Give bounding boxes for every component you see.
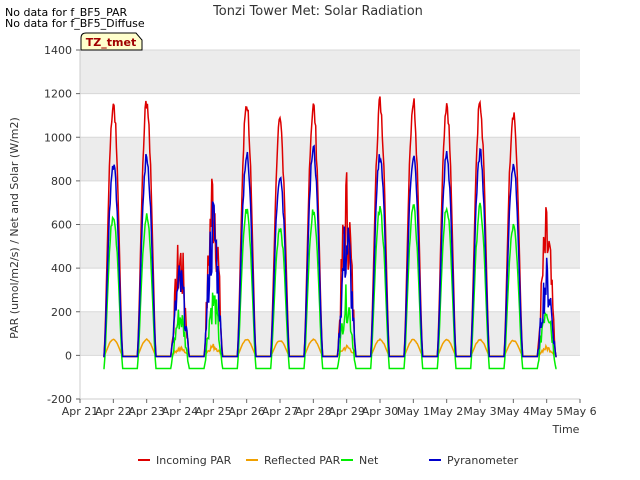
y-tick-label: 800 (51, 175, 72, 188)
grid-band (80, 137, 580, 181)
y-tick-label: 600 (51, 219, 72, 232)
grid-band (80, 50, 580, 94)
x-tick-label: May 5 (530, 405, 563, 418)
series-line-2 (103, 202, 557, 370)
chart-title: Tonzi Tower Met: Solar Radiation (212, 4, 423, 19)
no-data-note-1: No data for f_BF5_PAR (5, 6, 128, 19)
x-tick-label: Apr 22 (95, 405, 132, 418)
x-tick-label: May 4 (497, 405, 530, 418)
x-axis-label: Time (552, 423, 580, 436)
plot-background (80, 49, 580, 400)
y-tick-label: -200 (47, 393, 72, 406)
x-tick-label: Apr 29 (328, 405, 365, 418)
x-tick-label: May 6 (563, 405, 596, 418)
x-tick-label: Apr 24 (162, 405, 199, 418)
y-tick-label: 1000 (44, 131, 72, 144)
y-axis-label: PAR (umol/m2/s) / Net and Solar (W/m2) (8, 117, 21, 339)
x-tick-label: Apr 25 (195, 405, 232, 418)
grid-band (80, 224, 580, 269)
legend-label: Incoming PAR (156, 454, 232, 467)
x-tick-label: Apr 28 (295, 405, 332, 418)
x-tick-label: Apr 27 (262, 405, 299, 418)
grid-band (80, 311, 580, 356)
x-tick-label: Apr 23 (128, 405, 165, 418)
series-line-3 (103, 144, 557, 358)
legend-label: Pyranometer (447, 454, 519, 467)
x-tick-label: May 1 (397, 405, 430, 418)
y-tick-label: 1400 (44, 44, 72, 57)
x-tick-label: Apr 30 (362, 405, 399, 418)
x-tick-label: May 2 (430, 405, 463, 418)
legend-label: Net (359, 454, 379, 467)
no-data-note-2: No data for f_BF5_Diffuse (5, 17, 145, 30)
y-tick-label: 0 (65, 349, 72, 362)
site-flag-label: TZ_tmet (86, 36, 136, 49)
x-tick-label: Apr 21 (62, 405, 99, 418)
site-flag: TZ_tmet (80, 32, 143, 51)
legend-label: Reflected PAR (264, 454, 341, 467)
x-tick-label: Apr 26 (228, 405, 265, 418)
x-tick-label: May 3 (463, 405, 496, 418)
y-tick-label: 400 (51, 262, 72, 275)
data-series (103, 96, 557, 370)
y-tick-label: 200 (51, 306, 72, 319)
y-tick-label: 1200 (44, 88, 72, 101)
legend: Incoming PAR Reflected PAR Net Pyranometer (138, 454, 519, 467)
